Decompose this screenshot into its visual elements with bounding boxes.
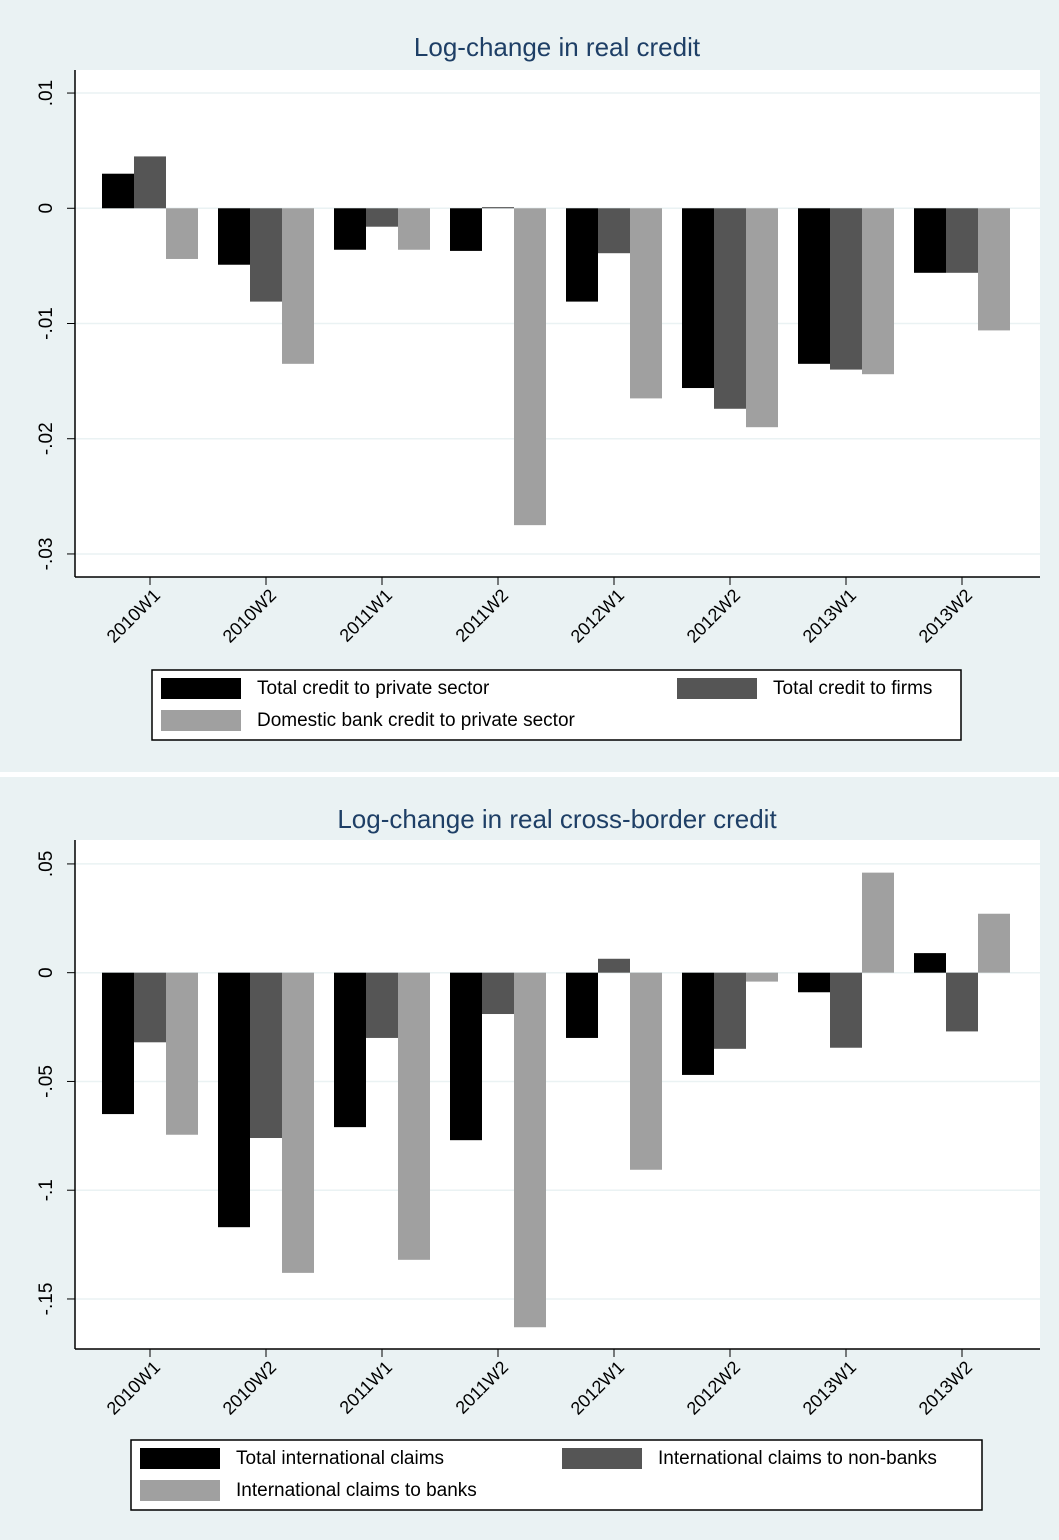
bar xyxy=(482,207,514,209)
bar xyxy=(630,972,662,1170)
y-tick-label: -.03 xyxy=(36,538,57,571)
bar xyxy=(450,208,482,251)
bar xyxy=(366,208,398,227)
bar xyxy=(566,972,598,1038)
y-tick-label: -.01 xyxy=(36,307,57,340)
legend-swatch xyxy=(677,678,757,699)
bar xyxy=(862,208,894,375)
legend-label: Total international claims xyxy=(236,1448,444,1469)
legend-swatch xyxy=(140,1480,220,1501)
legend-label: Total credit to firms xyxy=(773,678,932,699)
bar xyxy=(798,208,830,364)
y-tick-label: -.05 xyxy=(36,1065,57,1098)
y-tick-label: -.02 xyxy=(36,422,57,455)
y-tick-label: .05 xyxy=(36,851,57,877)
legend-box xyxy=(151,669,962,741)
y-tick-label: -.15 xyxy=(36,1283,57,1316)
bar xyxy=(830,208,862,370)
bar xyxy=(334,208,366,250)
bar xyxy=(830,972,862,1048)
y-tick-label: .01 xyxy=(36,80,57,106)
legend-swatch xyxy=(140,1448,220,1469)
bar xyxy=(746,208,778,428)
bar xyxy=(598,208,630,254)
bar xyxy=(630,208,662,399)
bar xyxy=(946,972,978,1032)
bar xyxy=(166,208,198,259)
bar xyxy=(714,208,746,409)
bar xyxy=(102,972,134,1115)
legend-box xyxy=(130,1439,983,1511)
legend-swatch xyxy=(562,1448,642,1469)
bar xyxy=(914,953,946,973)
bar xyxy=(862,872,894,973)
chart-title: Log-change in real credit xyxy=(414,32,701,62)
bar xyxy=(946,208,978,273)
bar xyxy=(714,972,746,1049)
legend-label: Total credit to private sector xyxy=(257,678,490,699)
bar xyxy=(978,208,1010,331)
chart-title: Log-change in real cross-border credit xyxy=(337,804,777,834)
bar xyxy=(482,972,514,1015)
legend-swatch xyxy=(161,678,241,699)
bar xyxy=(102,173,134,209)
bar xyxy=(218,208,250,265)
bar xyxy=(166,972,198,1135)
bar xyxy=(566,208,598,302)
bar xyxy=(134,972,166,1043)
y-tick-label: 0 xyxy=(36,967,57,978)
bar xyxy=(746,972,778,982)
bar xyxy=(514,208,546,526)
bar xyxy=(398,208,430,250)
bar xyxy=(218,972,250,1228)
legend-label: International claims to non-banks xyxy=(658,1448,937,1469)
y-tick-label: 0 xyxy=(36,203,57,214)
bar xyxy=(282,208,314,364)
bar xyxy=(914,208,946,273)
bar xyxy=(450,972,482,1141)
bar xyxy=(250,208,282,302)
bar xyxy=(514,972,546,1328)
bar xyxy=(250,972,282,1139)
bar xyxy=(598,958,630,973)
bar xyxy=(398,972,430,1260)
bar xyxy=(282,972,314,1273)
legend-label: International claims to banks xyxy=(236,1480,477,1501)
bar xyxy=(134,156,166,209)
y-tick-label: -.1 xyxy=(36,1179,57,1201)
legend-swatch xyxy=(161,710,241,731)
legend-label: Domestic bank credit to private sector xyxy=(257,710,576,731)
bar xyxy=(682,972,714,1075)
bar xyxy=(798,972,830,993)
bar xyxy=(978,913,1010,973)
bar xyxy=(682,208,714,389)
bar xyxy=(334,972,366,1128)
bar xyxy=(366,972,398,1038)
